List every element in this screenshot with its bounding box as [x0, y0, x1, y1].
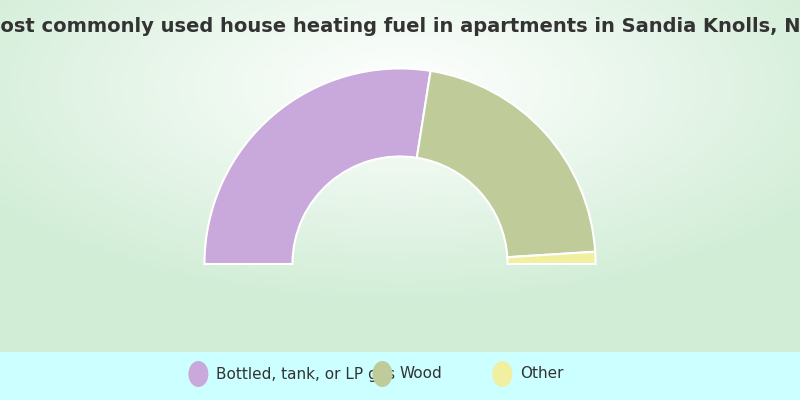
Text: Most commonly used house heating fuel in apartments in Sandia Knolls, NM: Most commonly used house heating fuel in…	[0, 17, 800, 36]
Wedge shape	[205, 68, 430, 264]
Ellipse shape	[492, 361, 512, 387]
Ellipse shape	[372, 361, 392, 387]
Text: Other: Other	[520, 366, 563, 382]
Wedge shape	[507, 252, 595, 264]
Ellipse shape	[189, 361, 209, 387]
Wedge shape	[417, 71, 595, 257]
Text: Bottled, tank, or LP gas: Bottled, tank, or LP gas	[216, 366, 395, 382]
Text: Wood: Wood	[400, 366, 442, 382]
